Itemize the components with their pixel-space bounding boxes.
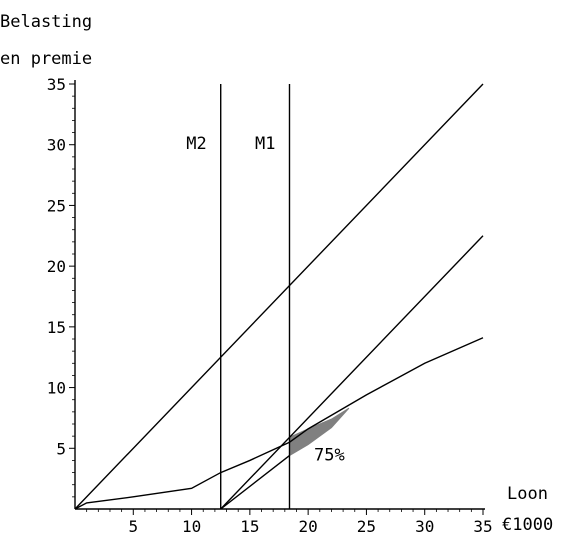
x-tick-label-4: 25: [357, 517, 376, 536]
shaded-region-75: [288, 407, 350, 457]
y-tick-label-2: 15: [47, 318, 66, 337]
y-tick-label-5: 30: [47, 136, 66, 155]
y-tick-label-0: 5: [56, 439, 66, 458]
y-axis-label-line2: en premie: [0, 49, 92, 69]
x-tick-label-5: 30: [415, 517, 434, 536]
x-tick-label-0: 5: [128, 517, 138, 536]
x-axis-label-line2: €1000: [502, 515, 553, 535]
x-axis-label-line1: Loon: [507, 484, 548, 504]
x-tick-label-6: 35: [473, 517, 492, 536]
series-line-1: [220, 235, 484, 510]
x-tick-label-2: 15: [240, 517, 259, 536]
series-line-3: [220, 455, 290, 510]
y-tick-label-1: 10: [47, 379, 66, 398]
x-tick-label-3: 20: [299, 517, 318, 536]
y-tick-label-3: 20: [47, 257, 66, 276]
series-line-0: [74, 83, 484, 510]
vertical-line-label-m1: M1: [255, 134, 275, 154]
plot-area: 5 10 15 20 25 30 35 5 10 15 20 25 30 35 M2 M1 75%: [47, 75, 493, 536]
y-axis-label-line1: Belasting: [0, 12, 92, 32]
x-tick-label-1: 10: [182, 517, 201, 536]
y-tick-label-6: 35: [47, 75, 66, 94]
series-line-2: [74, 337, 484, 510]
vertical-line-label-m2: M2: [186, 134, 206, 154]
y-tick-label-4: 25: [47, 196, 66, 215]
annotation-75-percent: 75%: [314, 445, 345, 465]
